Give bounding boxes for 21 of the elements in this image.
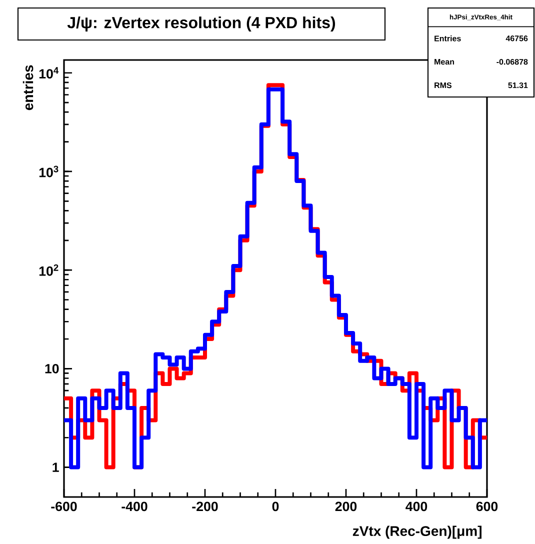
x-tick-label: 400 xyxy=(406,502,428,512)
y-tick-label: 10$^{3}$ xyxy=(39,166,58,178)
y-tick-label: 10 xyxy=(45,364,59,374)
annotation: RMS xyxy=(434,82,452,88)
x-tick-label: -400 xyxy=(122,502,148,512)
text: -0.06878 xyxy=(496,59,528,65)
y-axis-title: entries xyxy=(22,65,34,110)
x-axis-title: zVtx (Rec-Gen)[μm] xyxy=(352,526,482,539)
text: Entries xyxy=(434,35,461,42)
x-tick-label: 200 xyxy=(335,502,357,512)
y-tick-label: 10$^{2}$ xyxy=(39,264,58,276)
chart-title: J/ψ: zVertex resolution (4 PXD hits) xyxy=(67,16,336,32)
text: 46756 xyxy=(506,36,528,42)
text: 51.31 xyxy=(508,82,528,88)
x-tick-label: 600 xyxy=(476,502,498,512)
x-tick-label: 0 xyxy=(272,502,279,512)
y-tick-label: 10$^{4}$ xyxy=(39,67,59,79)
x-tick-label: -200 xyxy=(192,502,218,512)
y-tick-label: 1 xyxy=(52,462,59,472)
x-tick-label: -600 xyxy=(51,502,77,512)
annotation: Mean xyxy=(434,59,454,65)
